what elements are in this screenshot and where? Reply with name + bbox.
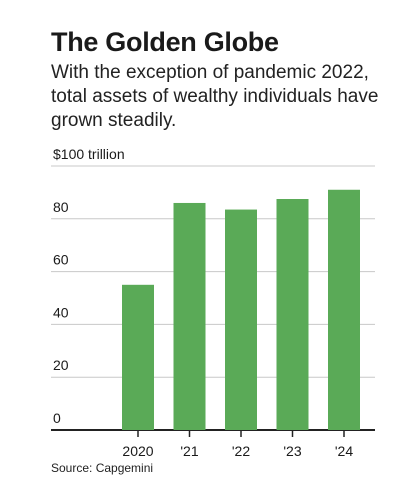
bar	[276, 199, 309, 430]
source-note: Source: Capgemini	[51, 461, 154, 475]
y-tick-label: 20	[53, 357, 69, 373]
x-tick-label: '22	[232, 443, 250, 459]
y-tick-label: 40	[53, 304, 69, 320]
y-tick-label: 0	[53, 410, 61, 426]
bar	[328, 189, 360, 430]
x-tick-label: 2020	[122, 443, 153, 459]
grid-lines	[51, 165, 375, 437]
chart-title: The Golden Globe	[51, 27, 279, 57]
x-tick-label: '24	[335, 443, 353, 459]
x-tick-label: '23	[283, 443, 301, 459]
bar	[225, 209, 257, 430]
x-tick-label: '21	[180, 443, 198, 459]
y-tick-label: 60	[53, 252, 69, 268]
bars	[122, 189, 360, 430]
chart-subtitle: With the exception of pandemic 2022, tot…	[51, 62, 379, 131]
tick-labels: 0 20 40 60 80 $100 trillion 2020 '21 '22 '23 '24	[53, 146, 353, 459]
bar	[173, 202, 206, 430]
y-tick-label: 80	[53, 199, 69, 215]
y-tick-label: $100 trillion	[53, 146, 125, 162]
bar	[122, 284, 154, 430]
